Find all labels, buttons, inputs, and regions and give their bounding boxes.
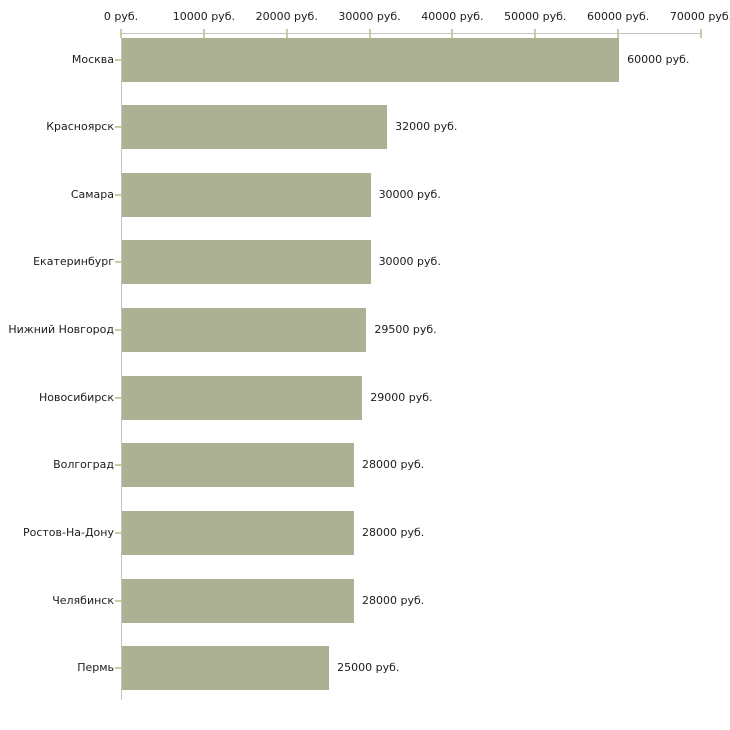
value-label: 32000 руб.: [395, 120, 458, 134]
x-tick-mark: [451, 29, 454, 38]
category-label: Челябинск: [52, 593, 114, 607]
bar: [122, 578, 354, 623]
category-label: Нижний Новгород: [8, 323, 114, 337]
y-tick-mark: [115, 599, 121, 602]
x-tick-label: 60000 руб.: [587, 10, 650, 23]
y-tick-mark: [115, 58, 121, 61]
category-label: Пермь: [77, 661, 114, 675]
y-tick-mark: [115, 464, 121, 467]
value-label: 60000 руб.: [627, 52, 690, 66]
x-tick-label: 50000 руб.: [504, 10, 567, 23]
x-tick-mark: [368, 29, 371, 38]
x-tick-label: 30000 руб.: [338, 10, 401, 23]
y-tick-mark: [115, 126, 121, 129]
y-tick-mark: [115, 261, 121, 264]
x-tick-mark: [534, 29, 537, 38]
value-label: 28000 руб.: [362, 526, 425, 540]
bar: [122, 37, 620, 82]
value-label: 25000 руб.: [337, 661, 400, 675]
x-tick-label: 70000 руб.: [669, 10, 730, 23]
y-tick-mark: [115, 532, 121, 535]
bar: [122, 443, 354, 488]
y-axis-line: [121, 33, 122, 700]
bar: [122, 172, 371, 217]
value-label: 29000 руб.: [370, 390, 433, 404]
bar: [122, 375, 363, 420]
x-tick-label: 40000 руб.: [421, 10, 484, 23]
x-tick-mark: [120, 29, 122, 38]
y-tick-mark: [115, 329, 121, 332]
x-axis-line: [121, 33, 702, 34]
category-label: Красноярск: [46, 120, 114, 134]
bar: [122, 240, 371, 285]
value-label: 30000 руб.: [378, 187, 441, 201]
y-tick-mark: [115, 396, 121, 399]
value-label: 29500 руб.: [374, 323, 437, 337]
y-tick-mark: [115, 193, 121, 196]
category-label: Екатеринбург: [33, 255, 114, 269]
category-label: Самара: [70, 187, 114, 201]
x-tick-mark: [700, 29, 702, 38]
x-tick-mark: [202, 29, 205, 38]
bar: [122, 646, 330, 691]
bar: [122, 511, 354, 556]
x-tick-label: 20000 руб.: [255, 10, 318, 23]
category-label: Волгоград: [53, 458, 114, 472]
x-tick-label: 10000 руб.: [172, 10, 235, 23]
bar: [122, 308, 367, 353]
category-label: Москва: [71, 52, 114, 66]
value-label: 30000 руб.: [378, 255, 441, 269]
y-tick-mark: [115, 667, 121, 670]
category-label: Новосибирск: [38, 390, 114, 404]
category-label: Ростов-На-Дону: [22, 526, 114, 540]
x-tick-label: 0 руб.: [103, 10, 139, 23]
value-label: 28000 руб.: [362, 593, 425, 607]
value-label: 28000 руб.: [362, 458, 425, 472]
bar: [122, 105, 388, 150]
x-tick-mark: [617, 29, 620, 38]
x-tick-mark: [285, 29, 288, 38]
